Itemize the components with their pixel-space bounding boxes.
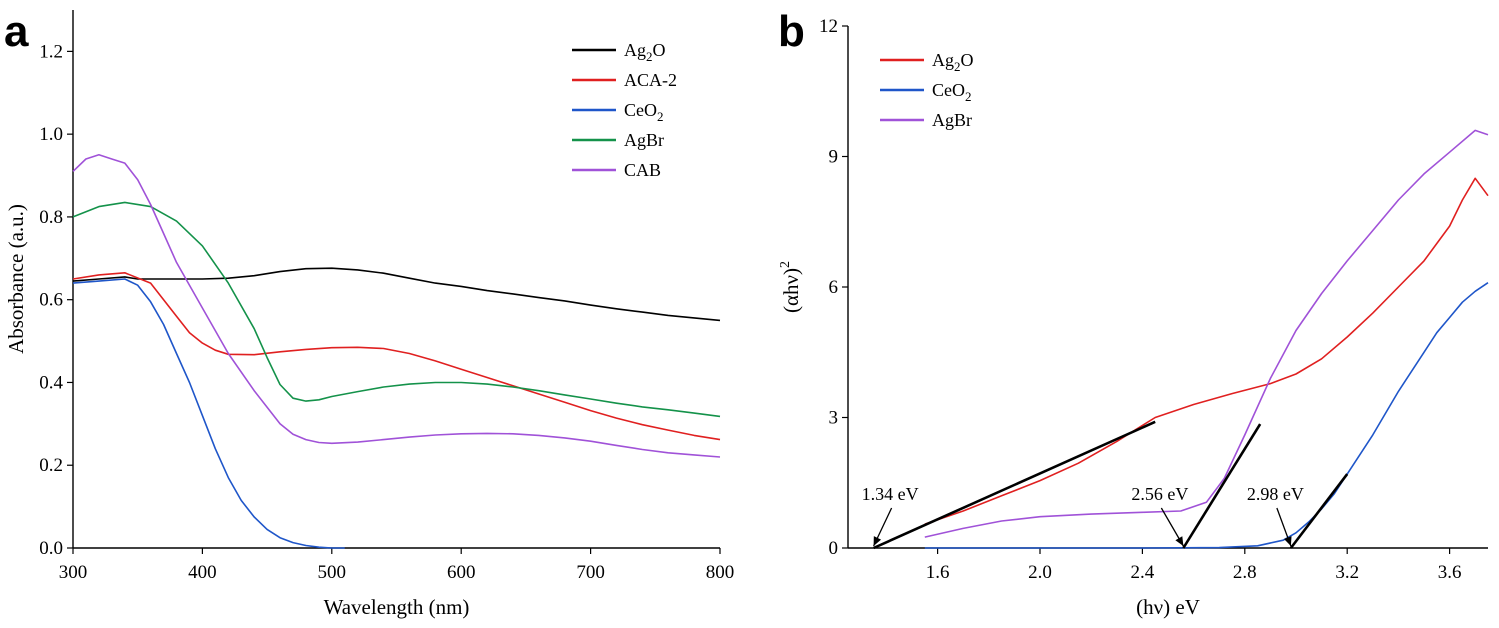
- legend-label-a-cab: CAB: [624, 160, 661, 180]
- y-tick-label-b: 6: [829, 277, 839, 298]
- series-line-b-ceo2: [924, 282, 1489, 549]
- y-tick-label-a: 0.8: [39, 207, 63, 228]
- fit-ceo2: [1289, 473, 1349, 549]
- x-axis-title-a: Wavelength (nm): [324, 595, 470, 619]
- panel-label-b: b: [778, 7, 805, 56]
- x-tick-label-a: 400: [188, 562, 217, 583]
- chart-a: 300 400 500 600 700 800 0.0 0.2 0.4 0.6 0.8 1.0 1.2 W…: [4, 10, 734, 619]
- x-tick-label-a: 700: [576, 562, 605, 583]
- y-axis-title-a: Absorbance (a.u.): [4, 204, 28, 354]
- fit-ag2o: [873, 420, 1156, 550]
- legend-label-a-aca-2: ACA-2: [624, 70, 677, 90]
- x-tick-label-a: 300: [59, 562, 88, 583]
- series-line-b-ag2o: [924, 177, 1489, 525]
- series-line-a-ceo2: [72, 278, 345, 549]
- y-tick-label-a: 1.2: [39, 41, 63, 62]
- x-tick-label-b: 2.8: [1233, 562, 1257, 583]
- series-line-b-agbr: [924, 129, 1489, 538]
- x-axis-title-b: (hν) eV: [1136, 595, 1200, 619]
- legend-label-a-ceo2: CeO2: [624, 100, 664, 124]
- bandgap-ceo2-arrowhead: [1284, 536, 1292, 546]
- series-line-a-agbr: [72, 201, 721, 418]
- y-tick-label-b: 9: [829, 147, 839, 168]
- x-tick-label-b: 2.0: [1028, 562, 1052, 583]
- legend-label-a-agbr: AgBr: [624, 130, 664, 150]
- x-tick-label-b: 3.6: [1438, 562, 1462, 583]
- series-line-a-aca-2: [72, 272, 721, 441]
- y-tick-label-a: 0.0: [39, 538, 63, 559]
- y-axis-title-b: (αhν)2: [778, 261, 803, 313]
- bandgap-ceo2-label: 2.98 eV: [1247, 484, 1304, 504]
- y-tick-label-b: 3: [829, 408, 839, 429]
- x-tick-label-a: 500: [318, 562, 347, 583]
- series-line-a-ag2o: [72, 267, 721, 322]
- series-line-a-cab: [72, 154, 721, 458]
- bandgap-agbr-arrowhead: [1175, 536, 1184, 546]
- y-tick-label-a: 1.0: [39, 124, 63, 145]
- x-tick-label-a: 800: [706, 562, 735, 583]
- x-tick-label-b: 1.6: [926, 562, 950, 583]
- chart-b: 1.6 2.0 2.4 2.8 3.2 3.6 0 3 6 9 12 (hν) eV (αhν)2 1.3…: [778, 16, 1489, 619]
- y-tick-label-b: 0: [829, 538, 839, 559]
- y-tick-label-a: 0.6: [39, 290, 63, 311]
- x-tick-label-b: 3.2: [1335, 562, 1359, 583]
- fit-agbr: [1182, 423, 1262, 549]
- y-tick-label-a: 0.2: [39, 455, 63, 476]
- y-tick-label-a: 0.4: [39, 372, 63, 393]
- bandgap-ag2o-arrowhead: [873, 536, 882, 546]
- legend-label-a-ag2o: Ag2O: [624, 40, 666, 64]
- y-tick-label-b: 12: [819, 16, 838, 37]
- x-tick-label-b: 2.4: [1131, 562, 1155, 583]
- x-tick-label-a: 600: [447, 562, 476, 583]
- bandgap-agbr-label: 2.56 eV: [1131, 484, 1188, 504]
- legend-label-b-agbr: AgBr: [932, 110, 972, 130]
- bandgap-ag2o-label: 1.34 eV: [862, 484, 919, 504]
- legend-label-b-ag2o: Ag2O: [932, 50, 974, 74]
- legend-label-b-ceo2: CeO2: [932, 80, 972, 104]
- panel-label-a: a: [4, 7, 29, 56]
